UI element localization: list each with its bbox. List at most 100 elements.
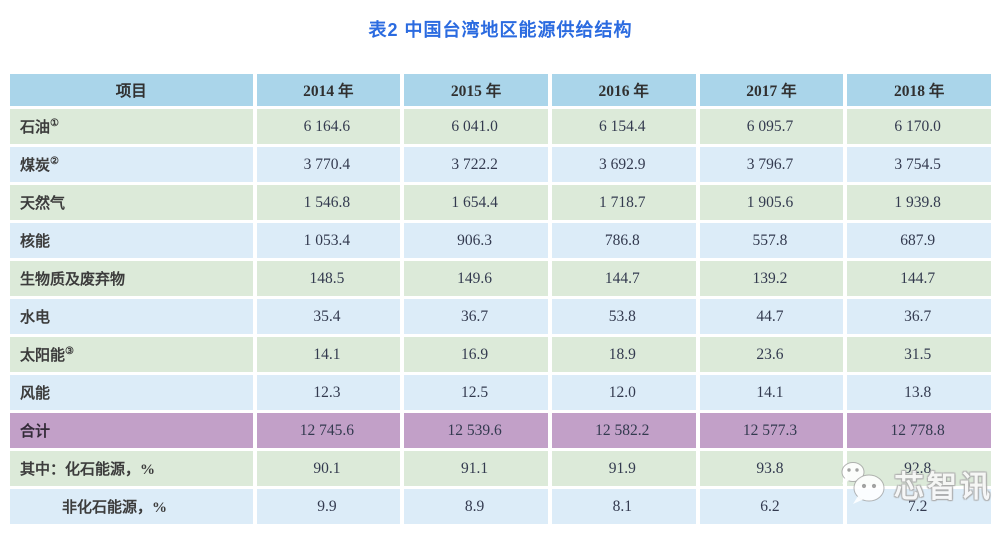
cell-value: 6 170.0: [847, 109, 991, 144]
table-row: 生物质及废弃物 148.5 149.6 144.7 139.2 144.7: [10, 261, 991, 296]
cell-value: 148.5: [256, 261, 401, 296]
row-label-text: 合计: [20, 424, 51, 440]
row-label: 天然气: [10, 185, 253, 220]
column-header-year: 2017 年: [699, 74, 844, 106]
row-label: 风能: [10, 375, 253, 410]
cell-value: 12 778.8: [847, 413, 991, 448]
cell-value: 6 154.4: [551, 109, 696, 144]
row-label: 煤炭②: [10, 147, 253, 182]
row-label-text: 煤炭: [20, 158, 51, 174]
table-row: 风能 12.3 12.5 12.0 14.1 13.8: [10, 375, 991, 410]
cell-value: 6.2: [699, 489, 844, 524]
cell-value: 7.2: [847, 489, 991, 524]
cell-value: 3 722.2: [404, 147, 548, 182]
row-label: 水电: [10, 299, 253, 334]
cell-value: 9.9: [256, 489, 401, 524]
row-label-text: 非化石能源，%: [62, 500, 168, 516]
cell-value: 91.1: [404, 451, 548, 486]
column-header-year: 2016 年: [551, 74, 696, 106]
row-label: 太阳能③: [10, 337, 253, 372]
footnote-marker: ③: [65, 346, 74, 357]
cell-value: 1 718.7: [551, 185, 696, 220]
row-label-text: 风能: [20, 386, 51, 402]
table-row: 核能 1 053.4 906.3 786.8 557.8 687.9: [10, 223, 991, 258]
energy-supply-table: 项目 2014 年 2015 年 2016 年 2017 年 2018 年 石油① 6 16…: [6, 71, 995, 527]
footnote-marker: ②: [50, 156, 59, 167]
cell-value: 8.1: [551, 489, 696, 524]
table-row: 石油① 6 164.6 6 041.0 6 154.4 6 095.7 6 170.0: [10, 109, 991, 144]
cell-value: 12 577.3: [699, 413, 844, 448]
table-row: 煤炭② 3 770.4 3 722.2 3 692.9 3 796.7 3 754.5: [10, 147, 991, 182]
cell-value: 12 582.2: [551, 413, 696, 448]
cell-value: 6 041.0: [404, 109, 548, 144]
cell-value: 23.6: [699, 337, 844, 372]
cell-value: 149.6: [404, 261, 548, 296]
cell-value: 12.3: [256, 375, 401, 410]
row-label: 非化石能源，%: [10, 489, 253, 524]
row-label-text: 生物质及废弃物: [20, 272, 126, 288]
cell-value: 3 754.5: [847, 147, 991, 182]
cell-value: 139.2: [699, 261, 844, 296]
cell-value: 12 745.6: [256, 413, 401, 448]
cell-value: 90.1: [256, 451, 401, 486]
row-label: 核能: [10, 223, 253, 258]
cell-value: 36.7: [847, 299, 991, 334]
cell-value: 906.3: [404, 223, 548, 258]
cell-value: 3 770.4: [256, 147, 401, 182]
row-label-text: 太阳能: [20, 348, 66, 364]
cell-value: 144.7: [551, 261, 696, 296]
cell-value: 92.8: [847, 451, 991, 486]
cell-value: 1 905.6: [699, 185, 844, 220]
row-label-text: 水电: [20, 310, 51, 326]
cell-value: 3 692.9: [551, 147, 696, 182]
cell-value: 6 164.6: [256, 109, 401, 144]
row-label: 生物质及废弃物: [10, 261, 253, 296]
row-label-text: 核能: [20, 234, 51, 250]
table-row: 非化石能源，% 9.9 8.9 8.1 6.2 7.2: [10, 489, 991, 524]
row-label-text: 石油: [20, 120, 51, 136]
row-label: 合计: [10, 413, 253, 448]
cell-value: 1 654.4: [404, 185, 548, 220]
column-header-year: 2014 年: [256, 74, 401, 106]
cell-value: 31.5: [847, 337, 991, 372]
row-label-text: 天然气: [20, 196, 66, 212]
table-title: 表2 中国台湾地区能源供给结构: [368, 20, 633, 40]
table-row: 天然气 1 546.8 1 654.4 1 718.7 1 905.6 1 939.8: [10, 185, 991, 220]
cell-value: 12.0: [551, 375, 696, 410]
cell-value: 91.9: [551, 451, 696, 486]
column-header-year: 2018 年: [847, 74, 991, 106]
cell-value: 13.8: [847, 375, 991, 410]
cell-value: 3 796.7: [699, 147, 844, 182]
cell-value: 16.9: [404, 337, 548, 372]
cell-value: 12.5: [404, 375, 548, 410]
cell-value: 53.8: [551, 299, 696, 334]
cell-value: 12 539.6: [404, 413, 548, 448]
column-header-item: 项目: [10, 74, 253, 106]
cell-value: 557.8: [699, 223, 844, 258]
column-header-year: 2015 年: [404, 74, 548, 106]
cell-value: 14.1: [699, 375, 844, 410]
cell-value: 1 053.4: [256, 223, 401, 258]
footnote-marker: ①: [50, 118, 59, 129]
cell-value: 36.7: [404, 299, 548, 334]
row-label: 石油①: [10, 109, 253, 144]
row-label: 其中：化石能源，%: [10, 451, 253, 486]
header-row: 项目 2014 年 2015 年 2016 年 2017 年 2018 年: [10, 74, 991, 106]
cell-value: 8.9: [404, 489, 548, 524]
cell-value: 1 939.8: [847, 185, 991, 220]
cell-value: 687.9: [847, 223, 991, 258]
cell-value: 14.1: [256, 337, 401, 372]
cell-value: 35.4: [256, 299, 401, 334]
table-row: 其中：化石能源，% 90.1 91.1 91.9 93.8 92.8: [10, 451, 991, 486]
cell-value: 93.8: [699, 451, 844, 486]
table-row: 水电 35.4 36.7 53.8 44.7 36.7: [10, 299, 991, 334]
table-body: 石油① 6 164.6 6 041.0 6 154.4 6 095.7 6 170.0 煤炭…: [10, 109, 991, 524]
table-row: 太阳能③ 14.1 16.9 18.9 23.6 31.5: [10, 337, 991, 372]
cell-value: 6 095.7: [699, 109, 844, 144]
cell-value: 1 546.8: [256, 185, 401, 220]
table-row: 合计 12 745.6 12 539.6 12 582.2 12 577.3 12 778…: [10, 413, 991, 448]
cell-value: 786.8: [551, 223, 696, 258]
cell-value: 144.7: [847, 261, 991, 296]
cell-value: 44.7: [699, 299, 844, 334]
row-label-text: 其中：化石能源，%: [20, 462, 156, 478]
